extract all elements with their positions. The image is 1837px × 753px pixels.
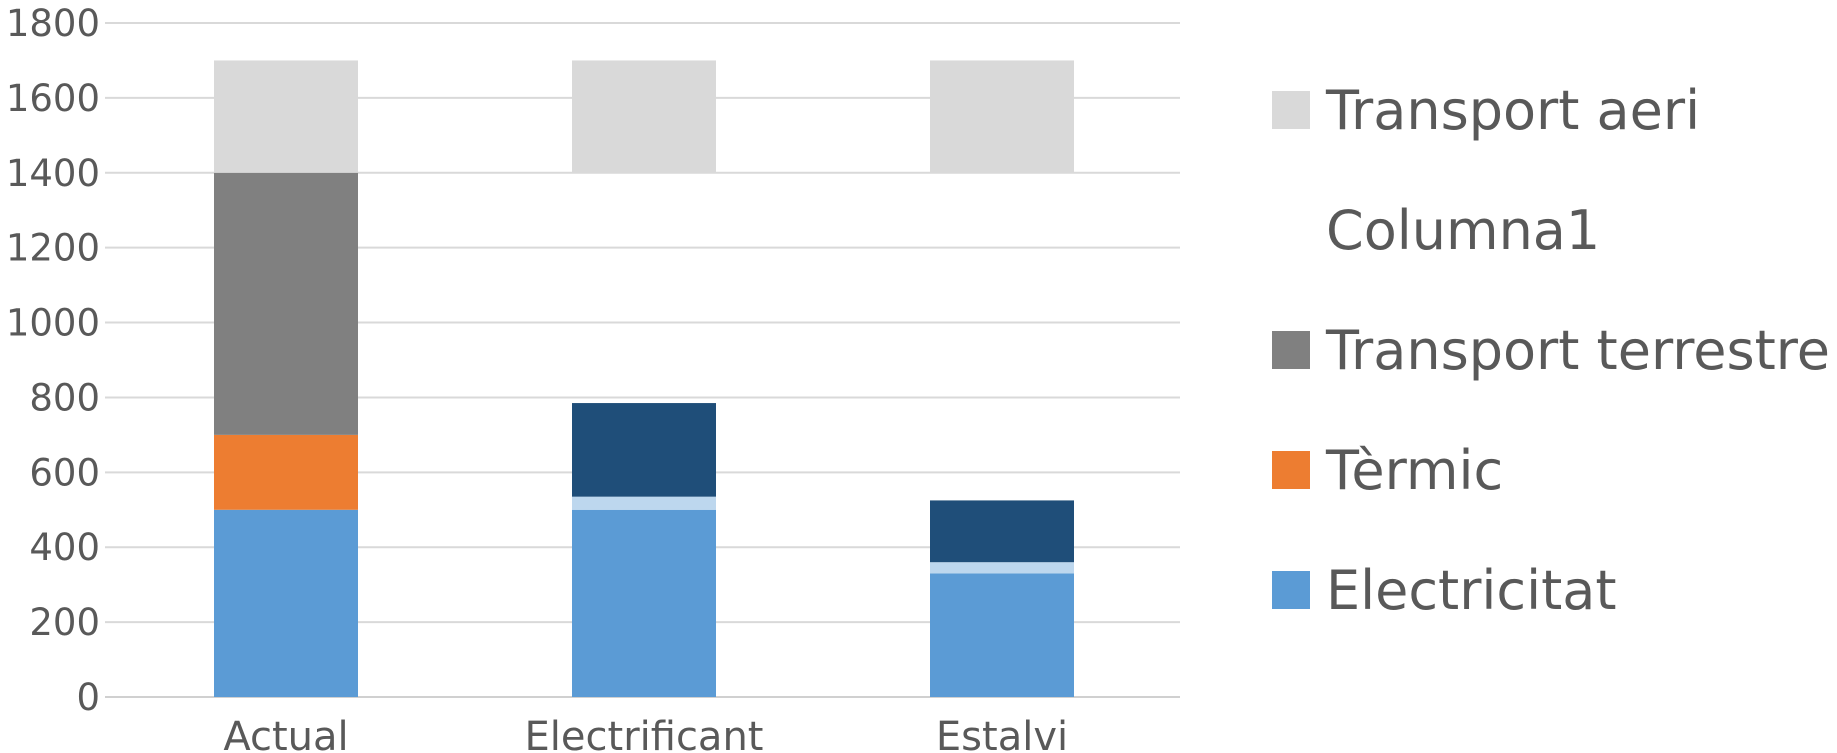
y-tick-label-1600: 1600	[6, 77, 100, 120]
bar-segment-estalvi-11	[930, 60, 1074, 173]
y-tick-label-1000: 1000	[6, 302, 100, 345]
y-tick-label-1200: 1200	[6, 227, 100, 270]
bar-segment-actual-1	[214, 434, 358, 510]
x-axis-category-labels: Actual Electrificant Estalvi	[223, 714, 1068, 753]
bar-segment-estalvi-10	[930, 500, 1074, 563]
y-tick-label-800: 800	[29, 376, 100, 419]
bar-segment-estalvi-9	[930, 562, 1074, 574]
bar-segment-actual-2	[214, 172, 358, 435]
y-axis-tick-labels: 0 200 400 600 800 1000 1200 1400 1600 1800	[6, 2, 100, 719]
legend-label-4: Electricitat	[1326, 559, 1617, 622]
bar-segment-electrificant-5	[572, 496, 716, 510]
legend-swatch-0	[1272, 91, 1310, 129]
x-tick-label-actual: Actual	[223, 714, 348, 753]
legend: Transport aeri Columna1 Transport terrestr…	[1272, 79, 1830, 622]
y-tick-label-0: 0	[76, 676, 100, 719]
bar-segment-electrificant-6	[572, 403, 716, 497]
legend-swatch-2	[1272, 331, 1310, 369]
bar-segment-electrificant-7	[572, 60, 716, 173]
x-tick-label-estalvi: Estalvi	[936, 714, 1068, 753]
y-tick-label-600: 600	[29, 451, 100, 494]
x-tick-label-electrificant: Electrificant	[525, 714, 764, 753]
y-tick-label-200: 200	[29, 601, 100, 644]
legend-swatch-4	[1272, 571, 1310, 609]
bar-segment-electrificant-4	[572, 509, 716, 697]
legend-swatch-3	[1272, 451, 1310, 489]
legend-label-1: Columna1	[1326, 199, 1600, 262]
bar-segment-actual-0	[214, 509, 358, 697]
bar-segment-actual-3	[214, 60, 358, 173]
legend-label-3: Tèrmic	[1325, 439, 1503, 502]
y-tick-label-400: 400	[29, 526, 100, 569]
y-tick-label-1400: 1400	[6, 152, 100, 195]
legend-label-2: Transport terrestre	[1325, 319, 1830, 382]
bar-segment-estalvi-8	[930, 573, 1074, 697]
y-tick-label-1800: 1800	[6, 2, 100, 45]
legend-label-0: Transport aeri	[1325, 79, 1700, 142]
bars	[214, 60, 1074, 697]
